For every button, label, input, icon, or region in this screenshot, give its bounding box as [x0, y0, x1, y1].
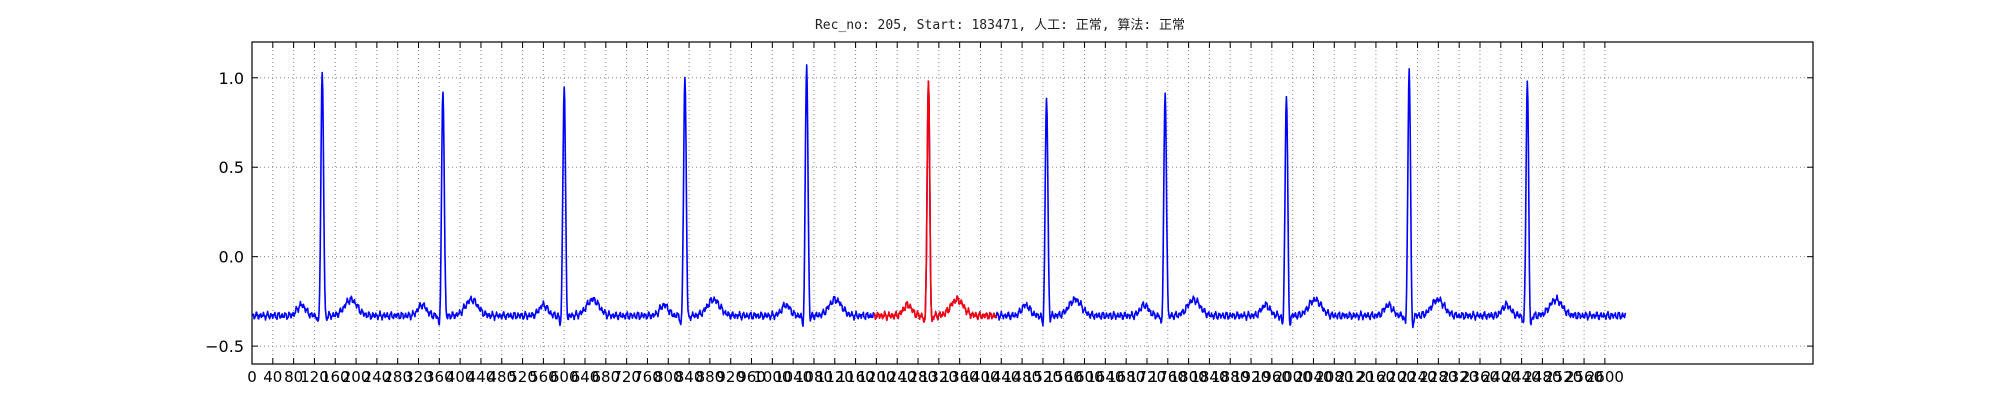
x-tick-label: 400: [446, 368, 475, 386]
y-tick-label: −0.5: [205, 337, 244, 356]
x-tick-label: 2120: [1336, 368, 1374, 386]
axis-ticks: −0.50.00.51.00 40 801201602002402803203604…: [205, 42, 1813, 386]
x-tick-label: 960: [737, 368, 766, 386]
x-tick-label: 1800: [1170, 368, 1208, 386]
x-tick-label: 40: [263, 368, 282, 386]
x-tick-label: 1720: [1128, 368, 1166, 386]
x-tick-label: 1280: [899, 368, 937, 386]
x-tick-label: 1160: [836, 368, 874, 386]
x-tick-label: 1560: [1045, 368, 1083, 386]
plot-frame: [251, 41, 1814, 365]
highlighted-beat-line: [873, 80, 997, 323]
x-tick-label: 1000: [753, 368, 791, 386]
x-tick-label: 2280: [1419, 368, 1457, 386]
x-tick-label: 800: [654, 368, 683, 386]
x-tick-label: 2360: [1461, 368, 1499, 386]
x-tick-label: 1600: [1065, 368, 1103, 386]
x-tick-label: 1400: [961, 368, 999, 386]
x-tick-label: 1440: [982, 368, 1020, 386]
x-tick-label: 1680: [1107, 368, 1145, 386]
x-tick-label: 760: [633, 368, 662, 386]
y-tick-label: 0.5: [219, 158, 244, 177]
x-tick-label: 920: [716, 368, 745, 386]
x-tick-label: 1920: [1232, 368, 1270, 386]
plot-area: [251, 64, 1627, 329]
x-tick-label: 320: [404, 368, 433, 386]
x-tick-label: 2320: [1440, 368, 1478, 386]
chart-title: Rec_no: 205, Start: 183471, 人工: 正常, 算法: …: [815, 18, 1185, 33]
x-tick-label: 2560: [1565, 368, 1603, 386]
x-tick-label: 1120: [816, 368, 854, 386]
x-tick-label: 2600: [1586, 368, 1624, 386]
x-tick-label: 600: [550, 368, 579, 386]
x-tick-label: 2440: [1503, 368, 1541, 386]
x-tick-label: 520: [508, 368, 537, 386]
x-tick-label: 1520: [1024, 368, 1062, 386]
x-tick-label: 360: [425, 368, 454, 386]
x-tick-label: 720: [612, 368, 641, 386]
x-tick-label: 840: [675, 368, 704, 386]
x-tick-label: 2040: [1294, 368, 1332, 386]
x-tick-label: 1480: [1003, 368, 1041, 386]
x-tick-label: 1640: [1086, 368, 1124, 386]
x-tick-label: 2160: [1357, 368, 1395, 386]
x-tick-label: 2480: [1523, 368, 1561, 386]
x-tick-label: 2520: [1544, 368, 1582, 386]
x-tick-label: 1760: [1149, 368, 1187, 386]
x-tick-label: 2000: [1274, 368, 1312, 386]
x-tick-label: 280: [383, 368, 412, 386]
x-tick-label: 560: [529, 368, 558, 386]
x-tick-label: 1880: [1211, 368, 1249, 386]
ecg-trace-line: [251, 64, 1627, 329]
x-tick-label: 1240: [878, 368, 916, 386]
x-tick-label: 2080: [1315, 368, 1353, 386]
x-tick-label: 640: [571, 368, 600, 386]
x-tick-label: 680: [592, 368, 621, 386]
x-tick-label: 1840: [1190, 368, 1228, 386]
x-tick-label: 880: [696, 368, 725, 386]
x-tick-label: 1080: [795, 368, 833, 386]
x-tick-label: 80: [284, 368, 303, 386]
x-tick-label: 1320: [920, 368, 958, 386]
x-tick-label: 2240: [1398, 368, 1436, 386]
x-tick-label: 160: [321, 368, 350, 386]
x-tick-label: 440: [467, 368, 496, 386]
x-tick-label: 2200: [1378, 368, 1416, 386]
x-tick-label: 120: [300, 368, 329, 386]
y-tick-label: 0.0: [219, 248, 244, 267]
x-tick-label: 1960: [1253, 368, 1291, 386]
x-tick-label: 200: [342, 368, 371, 386]
y-tick-label: 1.0: [219, 69, 244, 88]
x-tick-label: 240: [363, 368, 392, 386]
x-tick-label: 1200: [857, 368, 895, 386]
x-tick-label: 1360: [941, 368, 979, 386]
x-tick-label: 2400: [1482, 368, 1520, 386]
x-tick-label: 0: [247, 368, 257, 386]
x-tick-label: 480: [487, 368, 516, 386]
x-tick-label: 1040: [774, 368, 812, 386]
